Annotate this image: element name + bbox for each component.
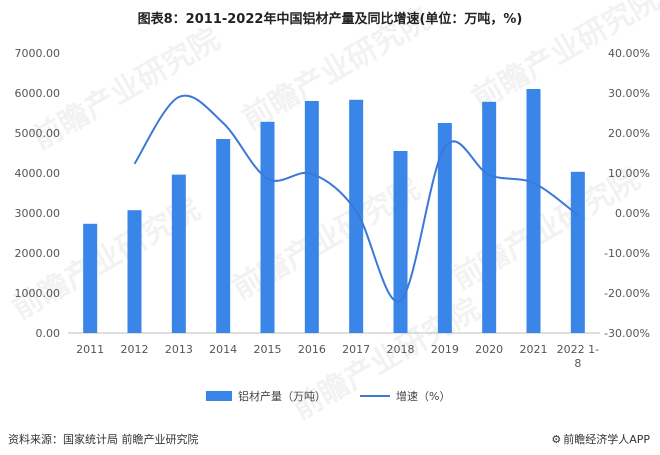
y-tick-label: 0.00 (36, 327, 61, 340)
chart-title: 图表8：2011-2022年中国铝材产量及同比增速(单位：万吨，%) (137, 12, 523, 27)
y2-tick-label: -30.00% (604, 327, 650, 340)
x-tick-label: 2015 (254, 343, 282, 356)
y2-tick-label: -20.00% (604, 287, 650, 300)
y-tick-label: 6000.00 (15, 87, 61, 100)
bar (83, 223, 98, 333)
y2-tick-label: 10.00% (608, 167, 650, 180)
y-tick-label: 3000.00 (15, 207, 61, 220)
y-tick-label: 1000.00 (15, 287, 61, 300)
y2-tick-label: -10.00% (604, 247, 650, 260)
bar (526, 89, 541, 333)
bar (171, 174, 186, 333)
bar (482, 101, 497, 333)
y2-tick-label: 0.00% (615, 207, 650, 220)
y2-tick-label: 40.00% (608, 47, 650, 60)
y2-tick-label: 20.00% (608, 127, 650, 140)
watermark: 前瞻产业研究院 (237, 2, 436, 137)
bar (570, 171, 585, 333)
bar (393, 151, 408, 333)
growth-line (133, 94, 579, 303)
x-tick-label-cont: 8 (574, 357, 581, 370)
x-tick-label: 2020 (475, 343, 503, 356)
x-tick-label: 2022 1- (557, 343, 599, 356)
brand-label: 前瞻经济学人APP (563, 433, 650, 446)
legend-swatch-bar (206, 391, 232, 401)
x-tick-label: 2021 (520, 343, 548, 356)
legend-label-line: 增速（%） (396, 389, 450, 403)
bar (127, 210, 142, 333)
x-axis-labels: 2011 2012 2013 2014 2015 2016 2017 2018 2019 2020… (76, 343, 599, 370)
brand-credit: ⚙ 前瞻经济学人APP (551, 431, 650, 447)
bar (260, 121, 275, 333)
y-tick-label: 5000.00 (15, 127, 61, 140)
x-tick-label: 2017 (342, 343, 370, 356)
right-axis-ticks: -30.00% -20.00% -10.00% 0.00% 10.00% 20.00% 30… (604, 47, 650, 340)
source-note: 资料来源：国家统计局 前瞻产业研究院 (8, 433, 199, 446)
x-tick-label: 2012 (121, 343, 149, 356)
bar (349, 99, 364, 333)
y2-tick-label: 30.00% (608, 87, 650, 100)
bar-series (83, 89, 585, 333)
gear-icon: ⚙ (551, 433, 562, 446)
x-tick-label: 2014 (209, 343, 237, 356)
x-tick-label: 2019 (431, 343, 459, 356)
x-tick-label: 2018 (387, 343, 415, 356)
watermark: 前瞻产业研究院 (447, 162, 646, 297)
legend: 铝材产量（万吨） 增速（%） (206, 389, 450, 403)
left-axis-ticks: 0.00 1000.00 2000.00 3000.00 4000.00 5000.00 6… (15, 47, 61, 340)
y-tick-label: 4000.00 (15, 167, 61, 180)
x-tick-label: 2011 (76, 343, 104, 356)
bar (304, 101, 319, 333)
x-tick-label: 2016 (298, 343, 326, 356)
bar (216, 139, 231, 333)
y-tick-label: 7000.00 (15, 47, 61, 60)
y-tick-label: 2000.00 (15, 247, 61, 260)
legend-label-bar: 铝材产量（万吨） (238, 389, 326, 403)
x-tick-label: 2013 (165, 343, 193, 356)
bar (437, 123, 452, 333)
